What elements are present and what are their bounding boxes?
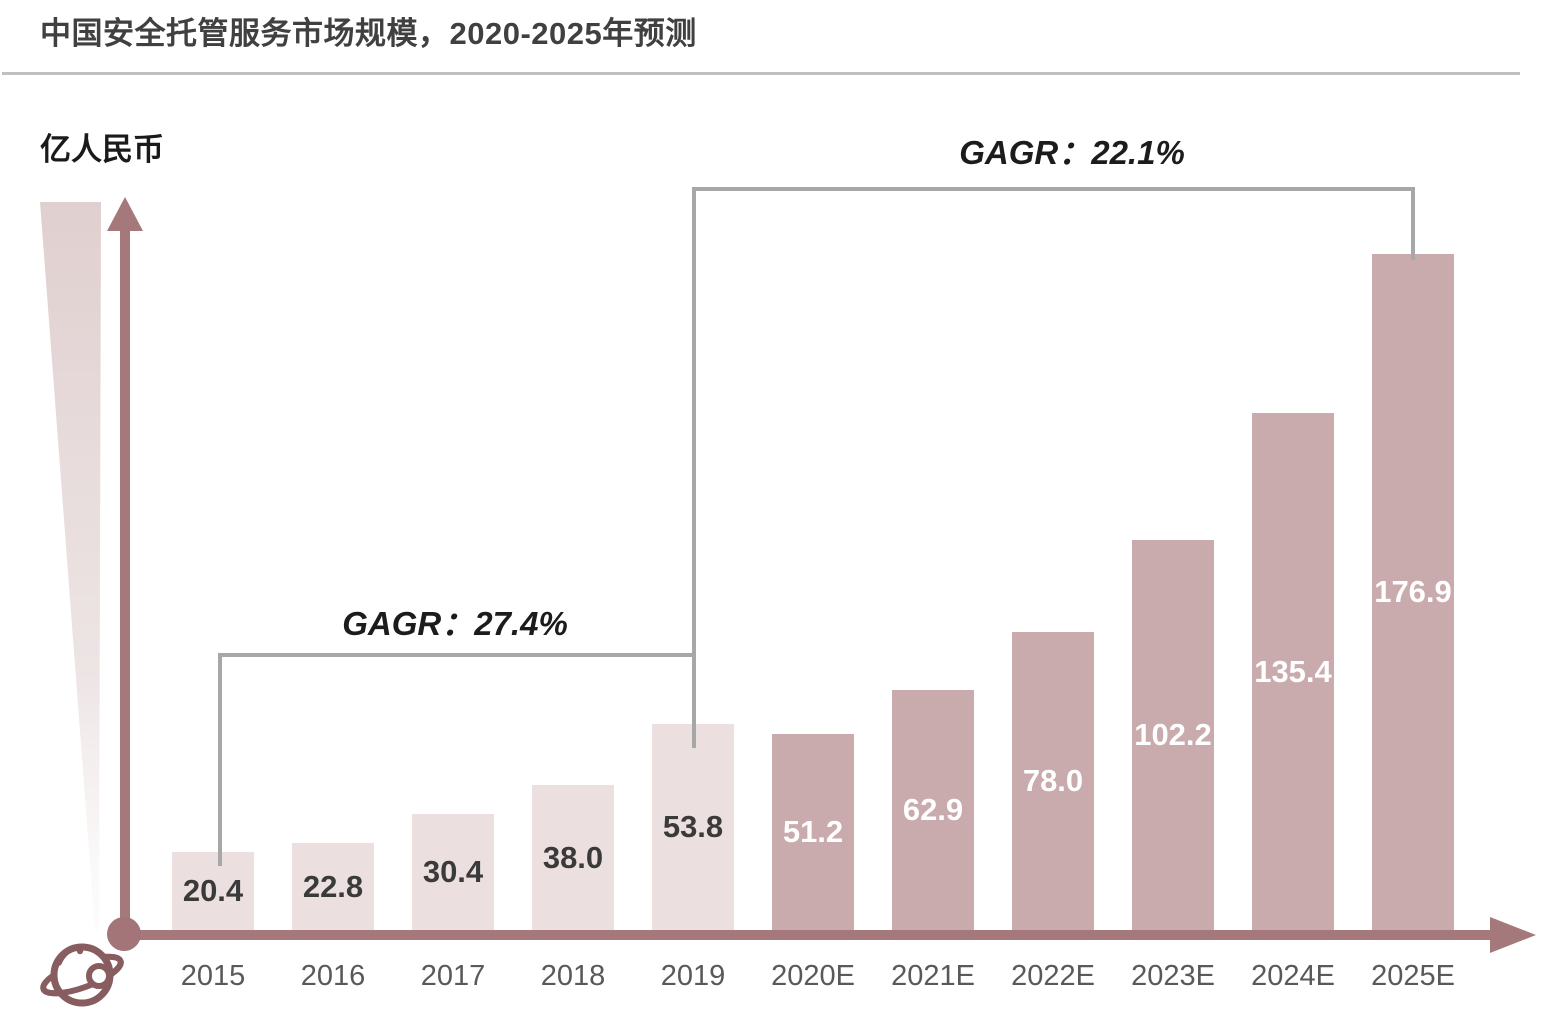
x-tick-2016: 2016: [300, 960, 366, 992]
bar-2020E: 51.2: [772, 734, 854, 930]
x-tick-2019: 2019: [660, 960, 726, 992]
bar-2022E: 78.0: [1012, 632, 1094, 930]
x-tick-2023E: 2023E: [1131, 960, 1215, 992]
title-divider: [2, 72, 1520, 75]
bar-2021E: 62.9: [892, 690, 974, 930]
x-tick-2022E: 2022E: [1011, 960, 1095, 992]
bar-2019: 53.8: [652, 724, 734, 930]
bar-value-label: 20.4: [182, 873, 244, 908]
bar-2025E: 176.9: [1372, 254, 1454, 930]
cagr-label-historical: GAGR：27.4%: [342, 605, 568, 642]
bar-2015: 20.4: [172, 852, 254, 930]
bar-value-label: 51.2: [782, 814, 844, 849]
bar-value-label: 30.4: [422, 854, 484, 889]
bar-value-label: 176.9: [1374, 574, 1452, 609]
bar-value-label: 62.9: [902, 792, 964, 827]
bar-2016: 22.8: [292, 843, 374, 930]
bar-value-label: 78.0: [1022, 763, 1084, 798]
cagr-label-forecast: GAGR：22.1%: [959, 134, 1185, 171]
x-tick-2024E: 2024E: [1251, 960, 1335, 992]
bar-2023E: 102.2: [1132, 540, 1214, 930]
bar-value-label: 53.8: [662, 809, 724, 844]
x-tick-2017: 2017: [420, 960, 486, 992]
x-tick-2018: 2018: [540, 960, 606, 992]
y-axis-unit-label: 亿人民币: [40, 132, 164, 167]
bar-2024E: 135.4: [1252, 413, 1334, 930]
bar-value-label: 22.8: [302, 868, 364, 904]
bar-2017: 30.4: [412, 814, 494, 930]
x-tick-2021E: 2021E: [891, 960, 975, 992]
x-tick-2015: 2015: [180, 960, 246, 992]
page-title: 中国安全托管服务市场规模，2020-2025年预测: [40, 16, 697, 51]
x-tick-2020E: 2020E: [771, 960, 855, 992]
bar-2018: 38.0: [532, 785, 614, 930]
bar-value-label: 102.2: [1134, 717, 1212, 752]
bar-value-label: 38.0: [542, 839, 604, 875]
x-tick-2025E: 2025E: [1371, 960, 1455, 992]
bar-value-label: 135.4: [1254, 653, 1332, 689]
